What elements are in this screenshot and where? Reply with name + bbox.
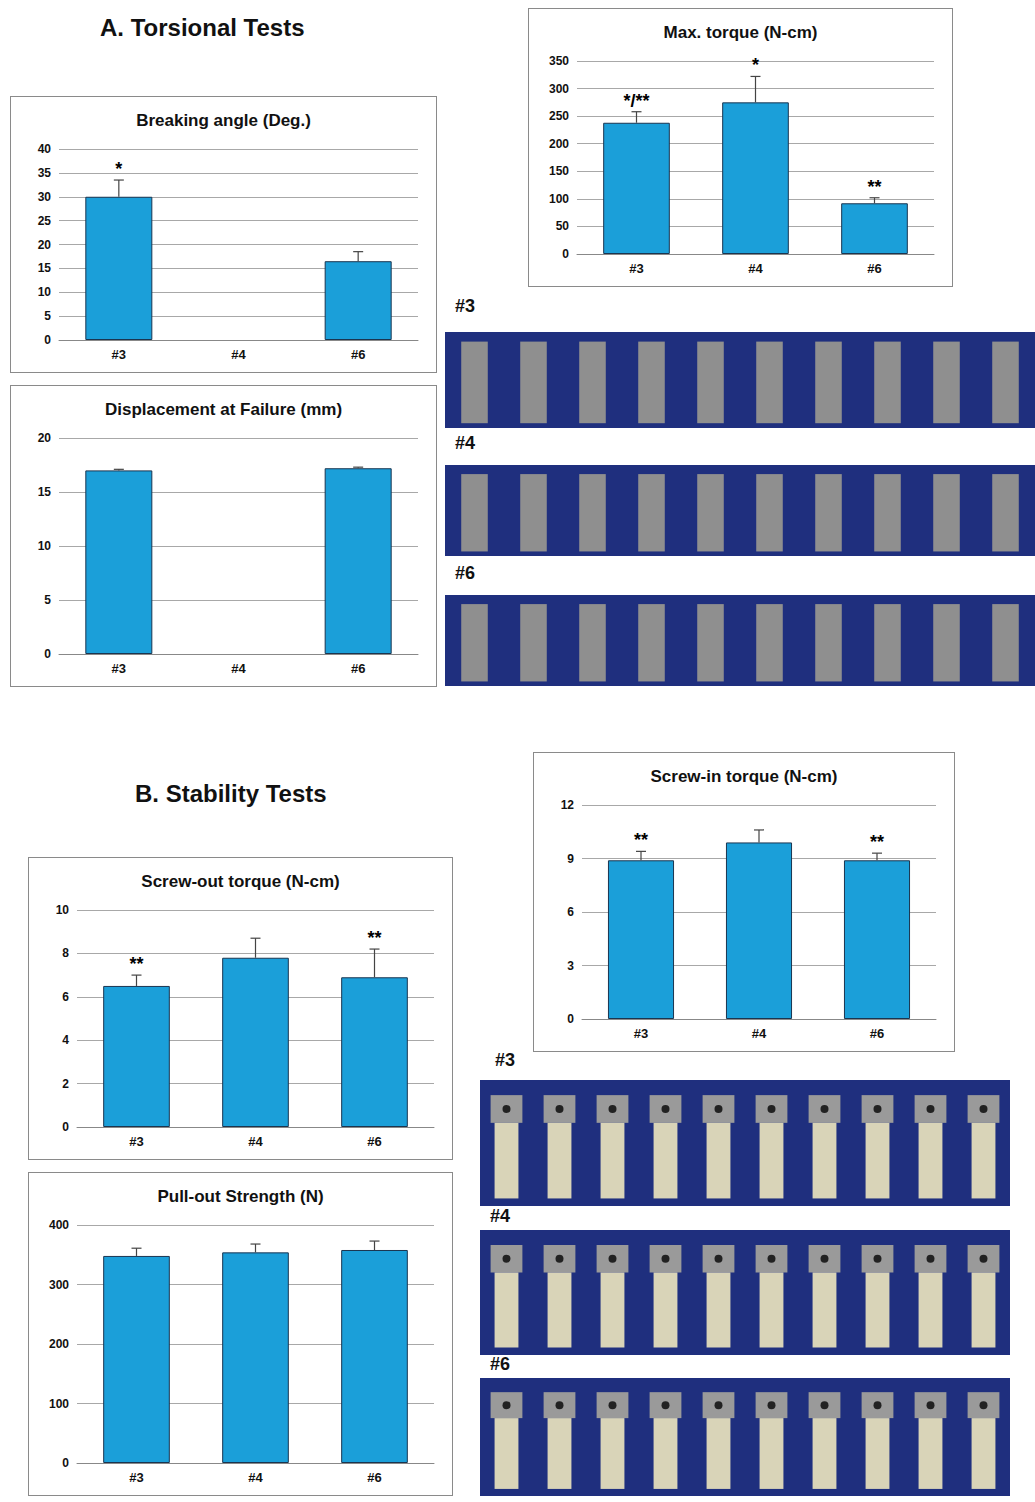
svg-text:300: 300 [549, 82, 569, 96]
svg-text:100: 100 [49, 1397, 69, 1411]
svg-text:#3: #3 [634, 1026, 648, 1041]
svg-text:50: 50 [556, 219, 570, 233]
svg-text:0: 0 [562, 247, 569, 261]
svg-text:3: 3 [567, 959, 574, 973]
html-text:#4: #4 [455, 433, 475, 453]
svg-text:#6: #6 [351, 347, 365, 362]
svg-text:#4: #4 [752, 1026, 767, 1041]
svg-text:#6: #6 [367, 1134, 381, 1149]
svg-text:10: 10 [38, 539, 52, 553]
svg-text:5: 5 [44, 593, 51, 607]
svg-text:#6: #6 [870, 1026, 884, 1041]
html-text:#3: #3 [495, 1050, 515, 1070]
svg-text:Breaking angle (Deg.): Breaking angle (Deg.) [136, 111, 311, 130]
svg-text:250: 250 [549, 109, 569, 123]
svg-text:*: * [115, 159, 122, 179]
svg-text:400: 400 [49, 1218, 69, 1232]
svg-text:6: 6 [567, 905, 574, 919]
svg-text:0: 0 [62, 1120, 69, 1134]
html-text:#6: #6 [490, 1354, 510, 1374]
svg-text:8: 8 [62, 946, 69, 960]
svg-text:0: 0 [44, 647, 51, 661]
svg-text:#6: #6 [867, 261, 881, 276]
svg-text:**: ** [870, 832, 884, 852]
svg-text:150: 150 [549, 164, 569, 178]
svg-text:200: 200 [49, 1337, 69, 1351]
svg-text:30: 30 [38, 190, 52, 204]
svg-text:Max. torque (N-cm): Max. torque (N-cm) [664, 23, 818, 42]
svg-text:**: ** [867, 177, 881, 197]
svg-text:12: 12 [561, 798, 575, 812]
svg-text:15: 15 [38, 261, 52, 275]
svg-text:9: 9 [567, 852, 574, 866]
html-text:#3: #3 [455, 296, 475, 316]
svg-text:**: ** [367, 928, 381, 948]
svg-text:25: 25 [38, 214, 52, 228]
svg-text:10: 10 [38, 285, 52, 299]
svg-text:#4: #4 [231, 661, 246, 676]
svg-text:**: ** [129, 954, 143, 974]
svg-text:#3: #3 [112, 347, 126, 362]
svg-text:Screw-out torque (N-cm): Screw-out torque (N-cm) [141, 872, 339, 891]
svg-text:*/**: */** [623, 91, 649, 111]
svg-text:#6: #6 [351, 661, 365, 676]
svg-text:Displacement at Failure (mm): Displacement at Failure (mm) [105, 400, 342, 419]
svg-text:#4: #4 [248, 1134, 263, 1149]
svg-text:4: 4 [62, 1033, 69, 1047]
svg-text:*: * [752, 55, 759, 75]
svg-text:15: 15 [38, 485, 52, 499]
html-text:A. Torsional Tests: A. Torsional Tests [100, 14, 305, 41]
svg-text:10: 10 [56, 903, 70, 917]
svg-text:Pull-out Strength (N): Pull-out Strength (N) [157, 1187, 323, 1206]
html-text:B. Stability Tests: B. Stability Tests [135, 780, 327, 807]
svg-text:350: 350 [549, 54, 569, 68]
svg-text:#4: #4 [248, 1470, 263, 1485]
svg-text:#3: #3 [629, 261, 643, 276]
svg-text:0: 0 [62, 1456, 69, 1470]
svg-text:5: 5 [44, 309, 51, 323]
svg-text:#3: #3 [129, 1134, 143, 1149]
svg-text:#4: #4 [231, 347, 246, 362]
svg-text:0: 0 [567, 1012, 574, 1026]
svg-text:**: ** [634, 830, 648, 850]
svg-text:200: 200 [549, 137, 569, 151]
svg-text:6: 6 [62, 990, 69, 1004]
svg-text:#3: #3 [129, 1470, 143, 1485]
svg-text:Screw-in torque (N-cm): Screw-in torque (N-cm) [650, 767, 837, 786]
svg-text:20: 20 [38, 238, 52, 252]
svg-text:#3: #3 [112, 661, 126, 676]
html-text:#4: #4 [490, 1206, 510, 1226]
svg-text:#6: #6 [367, 1470, 381, 1485]
svg-text:300: 300 [49, 1278, 69, 1292]
html-text:#6: #6 [455, 563, 475, 583]
svg-text:#4: #4 [748, 261, 763, 276]
svg-text:0: 0 [44, 333, 51, 347]
svg-text:40: 40 [38, 142, 52, 156]
svg-text:20: 20 [38, 431, 52, 445]
svg-text:35: 35 [38, 166, 52, 180]
svg-text:100: 100 [549, 192, 569, 206]
svg-text:2: 2 [62, 1077, 69, 1091]
